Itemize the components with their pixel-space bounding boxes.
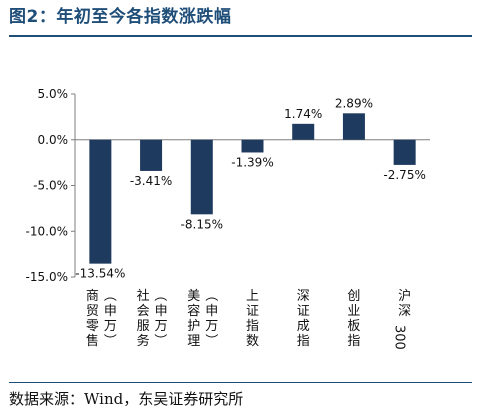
- bar: [241, 139, 264, 153]
- category-label: 理: [187, 334, 200, 349]
- title-divider: [9, 35, 472, 37]
- category-label: 指: [297, 334, 310, 349]
- category-label: 数: [246, 334, 259, 349]
- category-label: 售: [86, 333, 99, 349]
- category-label: 服: [137, 319, 150, 334]
- category-label: 万: [104, 319, 117, 334]
- category-labels-group: 商贸零售（申万）社会服务（申万）美容护理（申万）上证指数深证成指创业板指沪深30…: [86, 288, 411, 350]
- category-label: 上: [246, 289, 259, 304]
- category-label: ）: [152, 333, 167, 346]
- category-label: ）: [101, 333, 116, 346]
- category-label: 证: [246, 304, 259, 319]
- category-label: 护: [187, 319, 200, 334]
- category-label: 创: [347, 289, 360, 304]
- bar: [393, 139, 416, 165]
- category-label: 深: [297, 289, 310, 304]
- data-label: 2.89%: [335, 96, 373, 110]
- category-label: 社: [137, 288, 150, 304]
- category-label: 美: [187, 289, 200, 304]
- category-label: 证: [297, 304, 310, 319]
- bar: [190, 139, 213, 215]
- y-tick-label: -15.0%: [26, 270, 68, 284]
- category-label: 板: [347, 319, 360, 334]
- bar: [89, 139, 112, 264]
- category-label: 容: [187, 303, 200, 319]
- data-labels-group: -13.54% -3.41% -8.15% -1.39% 1.74% 2.89% -2.75…: [75, 96, 426, 280]
- figure-title: 图2：年初至今各指数涨跌幅: [9, 7, 232, 27]
- data-label: -8.15%: [181, 217, 223, 231]
- y-tick-label: -10.0%: [26, 224, 68, 238]
- data-label: -13.54%: [75, 267, 125, 281]
- data-label: -1.39%: [231, 155, 273, 169]
- data-label: -3.41%: [130, 174, 172, 188]
- category-label: 万: [155, 319, 168, 334]
- data-label: 1.74%: [284, 107, 322, 121]
- bar: [342, 113, 365, 140]
- category-label: （: [152, 288, 167, 301]
- data-label: -2.75%: [383, 168, 425, 182]
- category-label: 贸: [86, 304, 99, 319]
- category-label: 业: [347, 304, 360, 319]
- source-note: 数据来源：Wind，东吴证券研究所: [9, 390, 244, 408]
- category-label: 商: [86, 289, 99, 304]
- category-label: 300: [392, 325, 407, 350]
- y-tick-label: 0.0%: [38, 133, 69, 147]
- y-tick-label: -5.0%: [33, 179, 68, 193]
- category-label: 深: [398, 304, 411, 319]
- bar-chart: 5.0%0.0%-5.0%-10.0%-15.0% -13.54%-3.41%-…: [26, 87, 430, 350]
- source-divider: [9, 382, 472, 383]
- category-label: 会: [137, 304, 150, 319]
- category-label: 申: [205, 304, 218, 319]
- bars-group: [89, 113, 416, 264]
- y-tick-label: 5.0%: [38, 87, 69, 101]
- category-label: （: [203, 288, 218, 301]
- category-label: 务: [137, 333, 150, 349]
- category-label: 申: [104, 304, 117, 319]
- category-label: 成: [297, 319, 310, 334]
- category-label: （: [101, 288, 116, 301]
- y-axis-ticks: 5.0% 0.0% -5.0% -10.0% -15.0%: [26, 87, 75, 284]
- bar: [140, 139, 163, 171]
- category-label: 零: [86, 319, 99, 334]
- category-label: 沪: [398, 288, 411, 304]
- bar: [292, 123, 315, 140]
- category-label: 万: [205, 319, 218, 334]
- category-label: 申: [155, 304, 168, 319]
- category-label: 指: [347, 334, 360, 349]
- category-label: 指: [246, 319, 259, 334]
- category-label: ）: [203, 333, 218, 346]
